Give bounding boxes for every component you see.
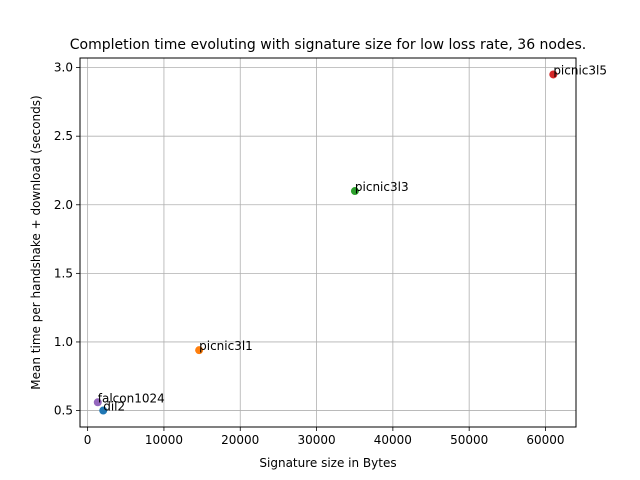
- x-axis-ticks: 0 10000 20000 30000 40000 50000 60000: [84, 427, 565, 447]
- x-axis-label: Signature size in Bytes: [259, 456, 396, 470]
- y-tick-label: 3.0: [54, 61, 73, 75]
- y-tick-label: 2.0: [54, 198, 73, 212]
- y-tick-label: 1.5: [54, 266, 73, 280]
- data-point-dil2: [99, 406, 108, 415]
- x-tick-label: 60000: [526, 433, 564, 447]
- point-label-picnic3l3: picnic3l3: [355, 180, 409, 194]
- x-tick-label: 50000: [450, 433, 488, 447]
- data-point-falcon1024: [93, 398, 102, 407]
- point-label-picnic3l5: picnic3l5: [553, 63, 607, 77]
- plot-frame: [79, 57, 577, 428]
- data-points: [93, 70, 558, 415]
- x-tick-label: 40000: [374, 433, 412, 447]
- y-tick-label: 0.5: [54, 404, 73, 418]
- x-tick-label: 10000: [145, 433, 183, 447]
- y-axis-ticks: 0.5 1.0 1.5 2.0 2.5 3.0: [54, 61, 80, 418]
- y-tick-label: 2.5: [54, 129, 73, 143]
- point-label-dil2: dil2: [103, 400, 125, 414]
- x-tick-label: 30000: [297, 433, 335, 447]
- data-point-picnic3l3: [350, 187, 359, 196]
- data-point-picnic3l1: [195, 346, 204, 355]
- x-tick-label: 20000: [221, 433, 259, 447]
- grid-lines: [80, 58, 576, 427]
- point-labels: dil2 picnic3l1 picnic3l3 picnic3l5 falcon102…: [98, 63, 607, 413]
- x-tick-label: 0: [84, 433, 92, 447]
- data-point-picnic3l5: [549, 70, 558, 79]
- chart-title: Completion time evoluting with signature…: [70, 37, 587, 53]
- point-label-falcon1024: falcon1024: [98, 391, 165, 405]
- y-axis-label: Mean time per handshake + download (seco…: [29, 95, 43, 389]
- point-label-picnic3l1: picnic3l1: [199, 339, 253, 353]
- y-tick-label: 1.0: [54, 335, 73, 349]
